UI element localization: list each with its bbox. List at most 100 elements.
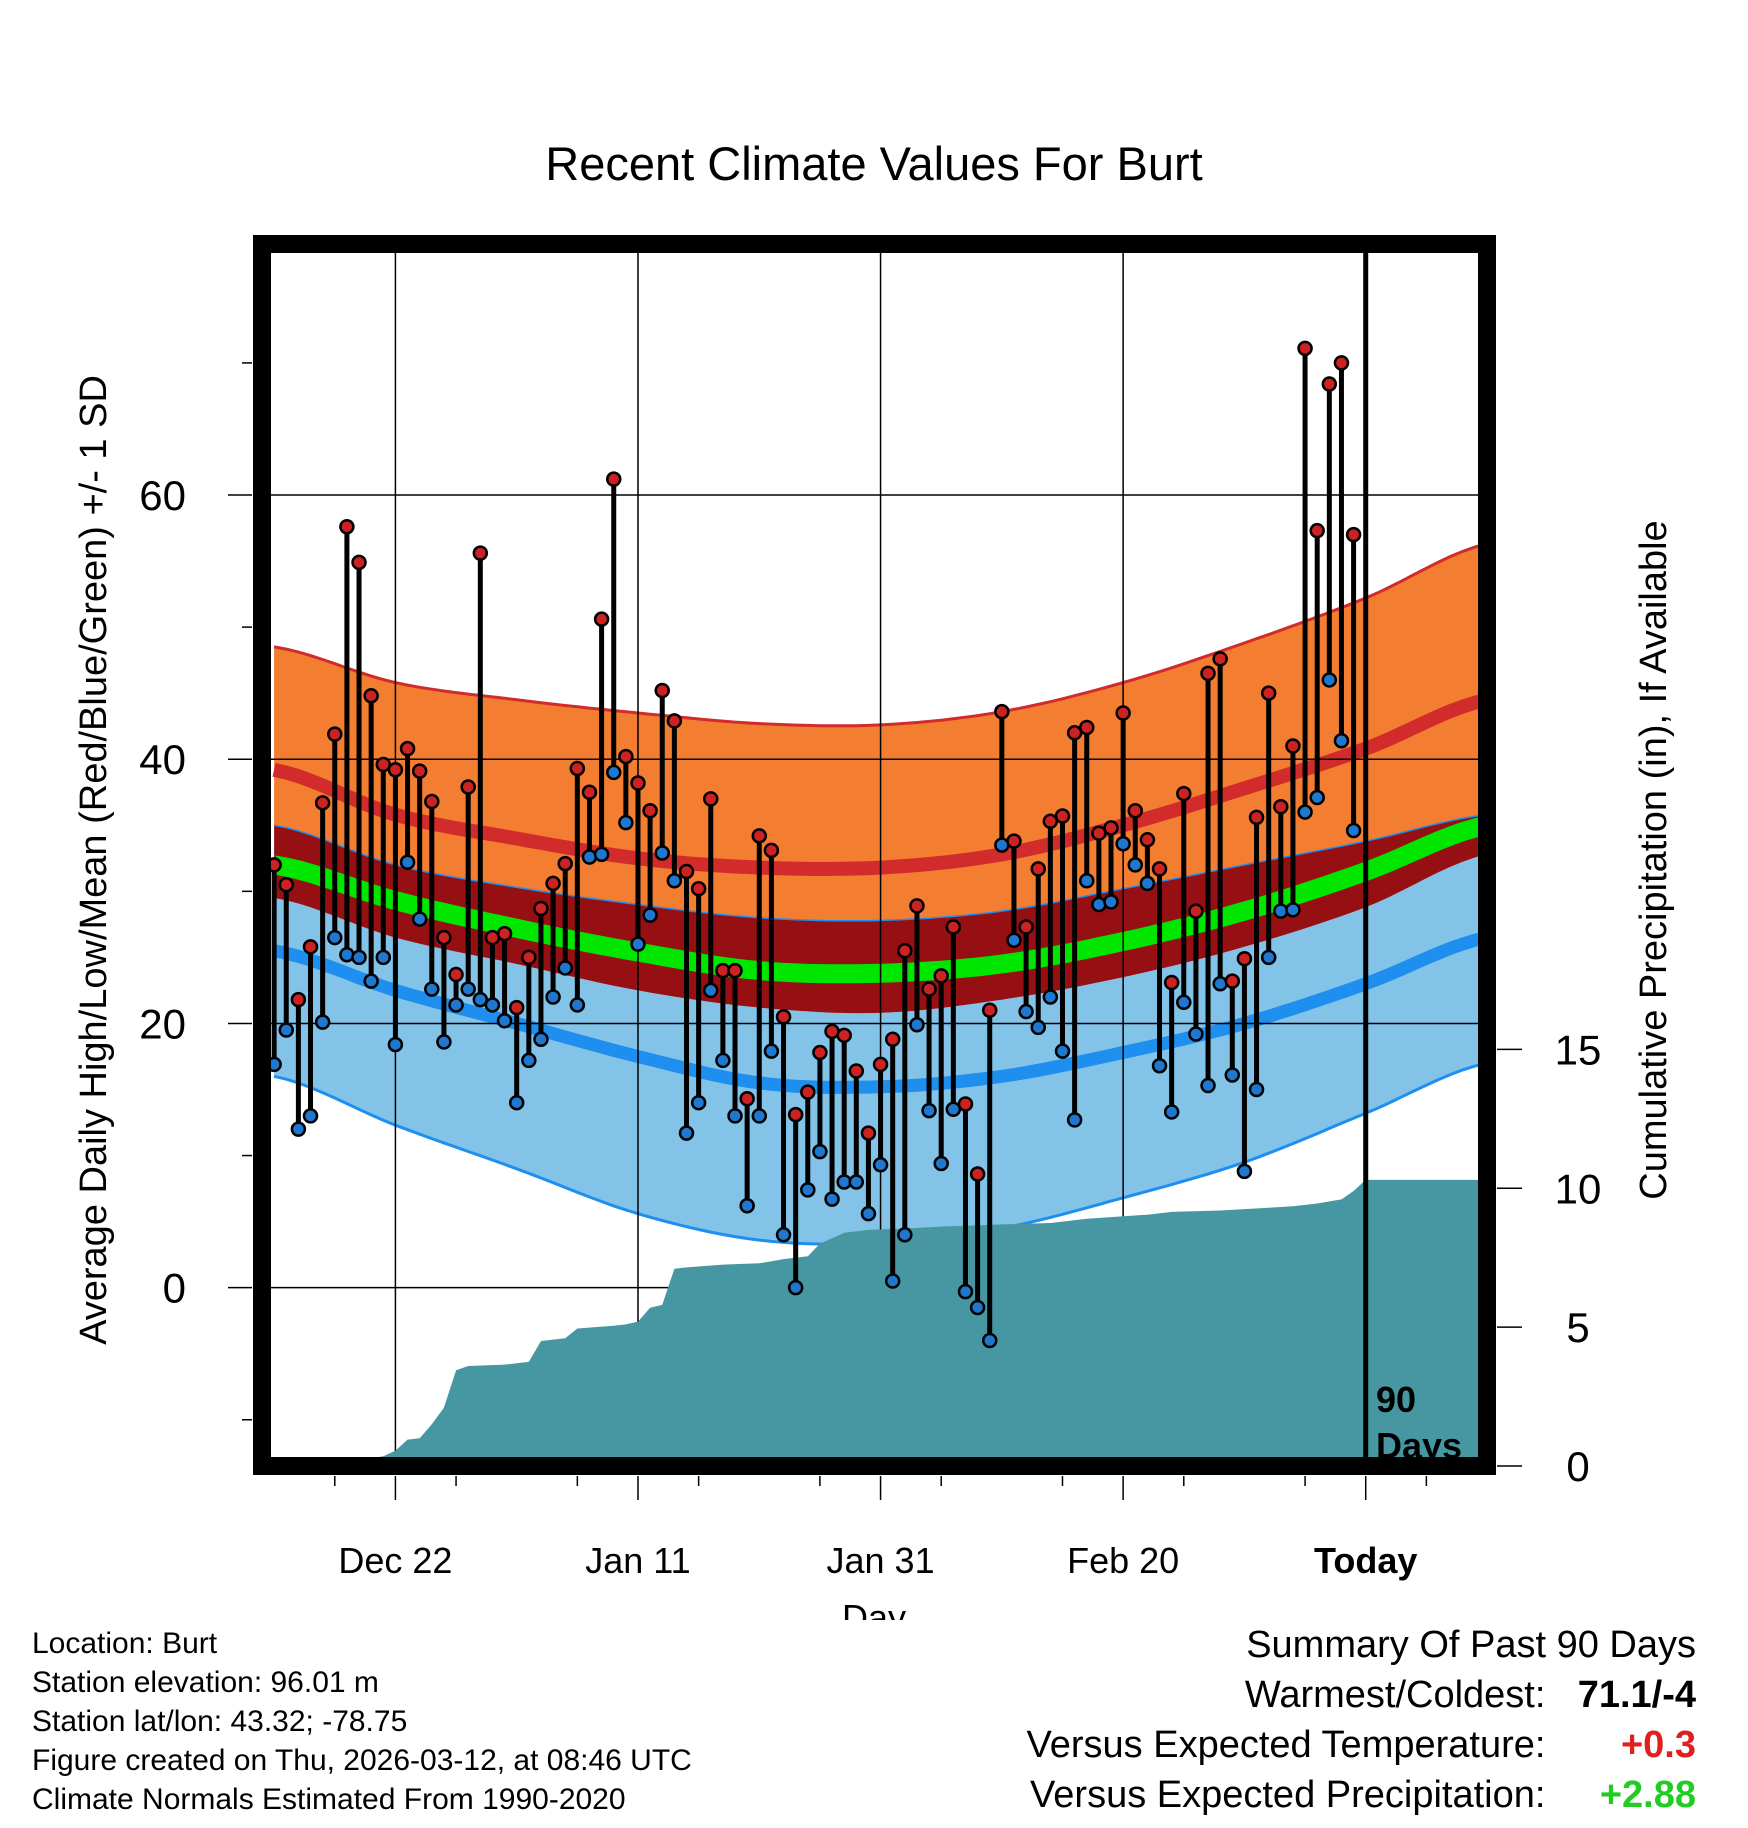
daily-high-point [1176,785,1192,802]
daily-high-point [593,611,610,627]
daily-high-point [642,802,658,819]
daily-high-point [278,876,295,893]
daily-high-point [387,762,404,778]
daily-low-point [1151,1057,1168,1074]
daily-high-point [957,1096,974,1112]
daily-low-point [897,1227,913,1243]
daily-high-point [1079,719,1095,736]
x-axis: Dec 22 Jan 11 Jan 31 Feb 20 Today [334,1476,1428,1581]
daily-low-point [739,1197,755,1214]
station-info: Location: Burt Station elevation: 96.01 … [32,1624,692,1819]
summary-precip: Versus Expected Precipitation: +2.88 [1027,1770,1696,1820]
daily-high-point [1285,738,1301,754]
daily-high-point [1248,809,1265,826]
daily-high-point [872,1056,889,1073]
y-axis-label: Average Daily High/Low/Mean (Red/Blue/Gr… [73,375,115,1345]
daily-low-point [460,981,476,997]
plot-area [262,244,1487,1466]
daily-low-point [1091,896,1107,913]
latlon-text: Station lat/lon: 43.32; -78.75 [32,1705,408,1738]
daily-low-point [630,936,646,952]
daily-high-point [787,1106,804,1123]
daily-high-point [775,1009,792,1025]
daily-low-point [1333,732,1350,749]
daily-high-point [496,925,513,942]
daily-high-point [739,1090,755,1107]
daily-high-point [302,939,319,955]
summary-title: Summary Of Past 90 Days [1246,1624,1696,1666]
x-axis-label: Day [842,1597,906,1620]
warm-cold-value: 71.1/-4 [1577,1674,1696,1716]
daily-low-point [1079,873,1095,889]
plot-frame [253,235,1496,1475]
daily-low-point [1127,857,1144,873]
daily-low-point [1042,989,1059,1005]
daily-high-point [1115,705,1131,721]
daily-high-point [557,855,573,872]
daily-low-point [690,1094,707,1111]
daily-low-point [290,1121,307,1137]
summary-panel: Summary Of Past 90 Days Warmest/Coldest:… [1027,1620,1696,1820]
daily-low-point [302,1108,319,1124]
y2-tick-label: 15 [1555,1026,1602,1073]
right-axis: 0 5 10 15 [1497,1026,1601,1490]
elevation-text: Station elevation: 96.01 m [32,1666,379,1699]
y-tick-label: 60 [139,472,186,519]
daily-high-point [581,784,598,800]
climate-chart: Recent Climate Values For Burt 90 Days 0… [73,137,1675,1620]
daily-low-point [654,845,670,861]
daily-low-point [715,1052,731,1069]
daily-low-point [1115,836,1131,852]
daily-low-point [1248,1081,1265,1098]
daily-low-point [969,1299,986,1316]
daily-high-point [1321,376,1338,392]
daily-low-point [618,814,634,831]
daily-high-point [460,779,476,795]
daily-low-point [1297,804,1313,820]
x-tick-label: Jan 31 [827,1540,935,1581]
x-tick-label: Today [1314,1540,1417,1581]
warm-cold-label: Warmest/Coldest: [1244,1674,1546,1716]
daily-low-point [557,960,573,976]
daily-high-point [351,554,367,571]
daily-high-point [981,1002,998,1018]
daily-high-point [605,471,622,487]
daily-low-point [278,1022,295,1038]
daily-low-point [775,1227,792,1243]
daily-high-point [763,842,780,859]
daily-high-point [1054,808,1071,824]
daily-high-point [1127,802,1144,819]
daily-low-point [1163,1104,1180,1120]
daily-high-point [812,1044,828,1061]
daily-low-point [1236,1163,1253,1180]
summary-temp: Versus Expected Temperature: +0.3 [1027,1720,1696,1770]
y-tick-label: 20 [139,1000,186,1047]
temp-anomaly-label: Versus Expected Temperature: [1026,1724,1546,1766]
chart-title: Recent Climate Values For Burt [545,137,1202,190]
daily-high-point [1163,974,1180,991]
daily-high-point [436,929,452,946]
daily-high-point [1188,903,1204,919]
daily-high-point [424,793,440,810]
daily-high-point [969,1166,986,1182]
daily-high-point [630,775,646,791]
daily-high-point [339,518,355,535]
daily-low-point [1260,949,1277,966]
precip-anomaly-label: Versus Expected Precipitation: [1030,1774,1546,1816]
daily-high-point [933,968,949,984]
daily-high-point [848,1063,865,1079]
daily-high-point [1103,820,1119,836]
daily-low-point [424,981,440,997]
daily-high-point [945,919,962,935]
daily-low-point [860,1205,877,1222]
created-text: Figure created on Thu, 2026-03-12, at 08… [32,1744,692,1777]
daily-low-point [496,1013,513,1029]
daily-high-point [1260,685,1277,701]
precipitation-area [274,1179,1487,1466]
x-tick-label: Jan 11 [585,1540,690,1581]
temp-anomaly-value: +0.3 [1620,1724,1696,1766]
daily-high-point [994,703,1010,720]
daily-low-point [339,946,355,963]
daily-low-point [1188,1026,1204,1042]
daily-high-point [884,1031,901,1048]
